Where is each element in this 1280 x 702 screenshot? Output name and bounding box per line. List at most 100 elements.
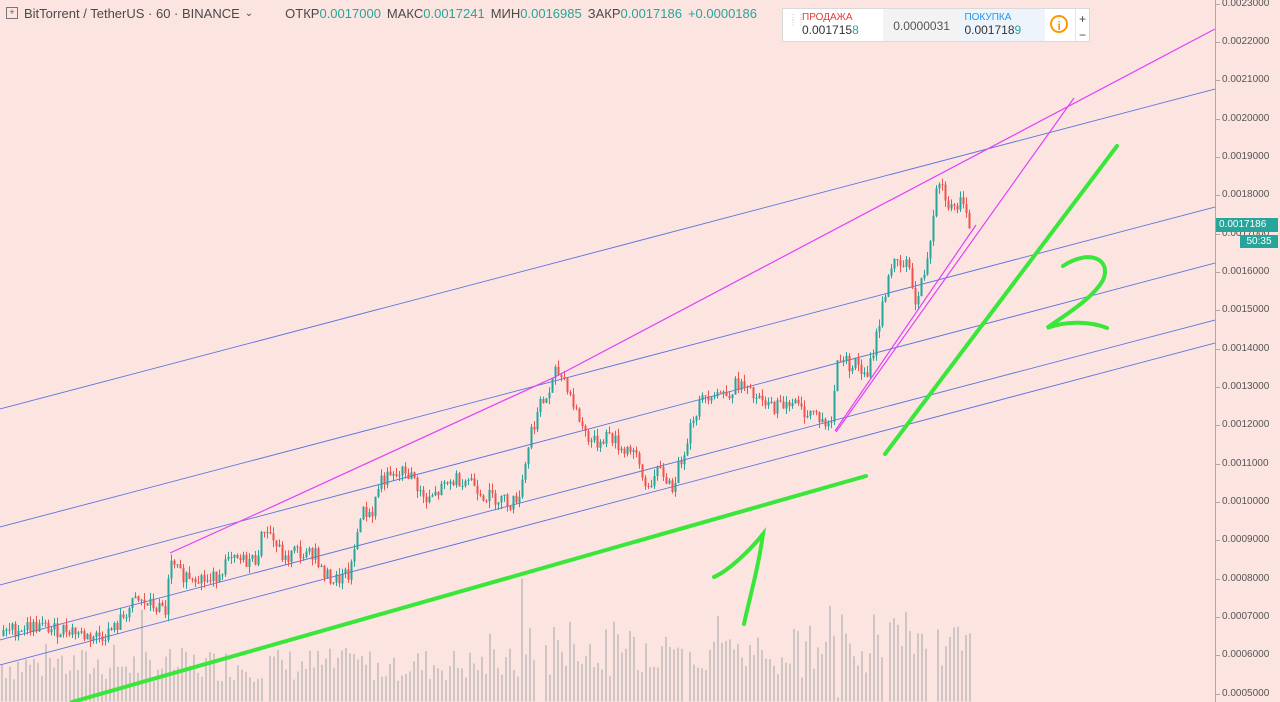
candle-body <box>833 390 836 422</box>
volume-bar <box>393 657 395 702</box>
price-tick-mark <box>1216 3 1220 5</box>
volume-bar <box>257 679 259 702</box>
volume-bar <box>505 657 507 702</box>
volume-bar <box>165 656 167 702</box>
candle-body <box>959 197 962 210</box>
volume-bar <box>805 641 807 702</box>
candle-body <box>500 495 503 503</box>
sell-button[interactable]: ⋮⋮ ⋮⋮ ПРОДАЖА 0.0017158 <box>783 9 883 41</box>
candle-body <box>848 355 851 372</box>
price-tick-mark <box>1216 195 1220 197</box>
volume-bar <box>49 657 51 702</box>
candle-body <box>572 394 575 408</box>
candle-body <box>551 378 554 393</box>
volume-bar <box>853 656 855 702</box>
volume-bar <box>121 666 123 702</box>
candle-body <box>347 569 350 580</box>
candle-body <box>155 608 158 612</box>
candle-body <box>677 460 680 484</box>
volume-bar <box>9 666 11 702</box>
volume-bar <box>489 633 491 702</box>
volume-bar <box>29 664 31 702</box>
volume-bar <box>769 659 771 702</box>
volume-bar <box>197 672 199 702</box>
open-value: 0.0017000 <box>319 5 381 21</box>
candle-body <box>473 478 476 486</box>
candle-body <box>308 548 311 552</box>
volume-bar <box>825 641 827 702</box>
volume-bar <box>809 625 811 702</box>
collapse-toggle-icon[interactable]: + <box>6 7 18 19</box>
candle-body <box>890 268 893 276</box>
candle-body <box>206 580 209 582</box>
candle-body <box>269 532 272 534</box>
handwritten-label-2 <box>1045 255 1109 330</box>
candle-body <box>866 372 869 377</box>
volume-bar <box>377 662 379 702</box>
price-tick-mark <box>1216 310 1220 312</box>
bar-countdown: 50:35 <box>1240 235 1278 248</box>
volume-bar <box>225 653 227 702</box>
volume-bar <box>869 653 871 702</box>
minus-button[interactable]: − <box>1079 28 1087 42</box>
candle-body <box>569 391 572 395</box>
volume-bar <box>569 621 571 702</box>
buy-label: ПОКУПКА <box>964 12 1012 23</box>
buy-button[interactable]: ПОКУПКА 0.0017189 <box>960 9 1046 41</box>
candle-body <box>941 184 944 186</box>
candle-body <box>311 548 314 560</box>
volume-bar <box>621 652 623 702</box>
volume-bar <box>453 650 455 702</box>
candle-body <box>554 366 557 379</box>
info-button[interactable]: i <box>1045 9 1075 41</box>
chevron-down-icon[interactable]: ⌄ <box>244 7 254 19</box>
candle-body <box>665 476 668 484</box>
volume-bar <box>301 661 303 702</box>
candle-body <box>107 628 110 641</box>
candle-body <box>812 410 815 412</box>
plus-button[interactable]: + <box>1079 12 1087 26</box>
drag-handle-icon[interactable]: ⋮⋮ ⋮⋮ <box>789 13 805 27</box>
volume-bar <box>697 667 699 702</box>
candle-body <box>788 401 791 407</box>
volume-bar <box>949 636 951 702</box>
candle-body <box>617 435 620 451</box>
volume-bar <box>957 626 959 702</box>
chart-area[interactable] <box>0 0 1215 702</box>
candle-body <box>782 401 785 409</box>
volume-bar <box>133 656 135 702</box>
volume-bar <box>249 677 251 702</box>
volume-bar <box>673 649 675 702</box>
candle-body <box>359 519 362 533</box>
symbol-title[interactable]: BitTorrent / TetherUS · 60 · BINANCE <box>24 5 240 21</box>
candle-body <box>62 624 65 635</box>
candle-body <box>536 412 539 430</box>
candle-body <box>215 571 218 582</box>
candle-body <box>368 511 371 517</box>
volume-bar <box>953 627 955 702</box>
candle-body <box>962 197 965 205</box>
candle-body <box>734 378 737 395</box>
volume-bar <box>93 668 95 702</box>
volume-bar <box>717 616 719 702</box>
candle-body <box>644 477 647 487</box>
volume-bar <box>605 629 607 702</box>
volume-bar <box>525 654 527 702</box>
volume-bar <box>37 662 39 702</box>
candle-body <box>629 446 632 452</box>
price-tick-mark <box>1216 386 1220 388</box>
price-axis[interactable]: 0.0023000 0.0022000 0.0021000 0.0020000 0.00… <box>1215 0 1280 702</box>
price-tick-mark <box>1216 501 1220 503</box>
low-value: 0.0016985 <box>520 5 582 21</box>
volume-bar <box>609 676 611 702</box>
volume-bar <box>297 671 299 702</box>
price-tick-mark <box>1216 425 1220 427</box>
candle-body <box>35 621 38 632</box>
candle-body <box>197 582 200 584</box>
volume-bar <box>813 668 815 702</box>
candle-body <box>647 486 650 488</box>
price-chart[interactable] <box>0 0 1215 702</box>
candle-body <box>482 495 485 501</box>
candle-body <box>737 378 740 390</box>
breakout-trendline <box>883 144 1119 456</box>
